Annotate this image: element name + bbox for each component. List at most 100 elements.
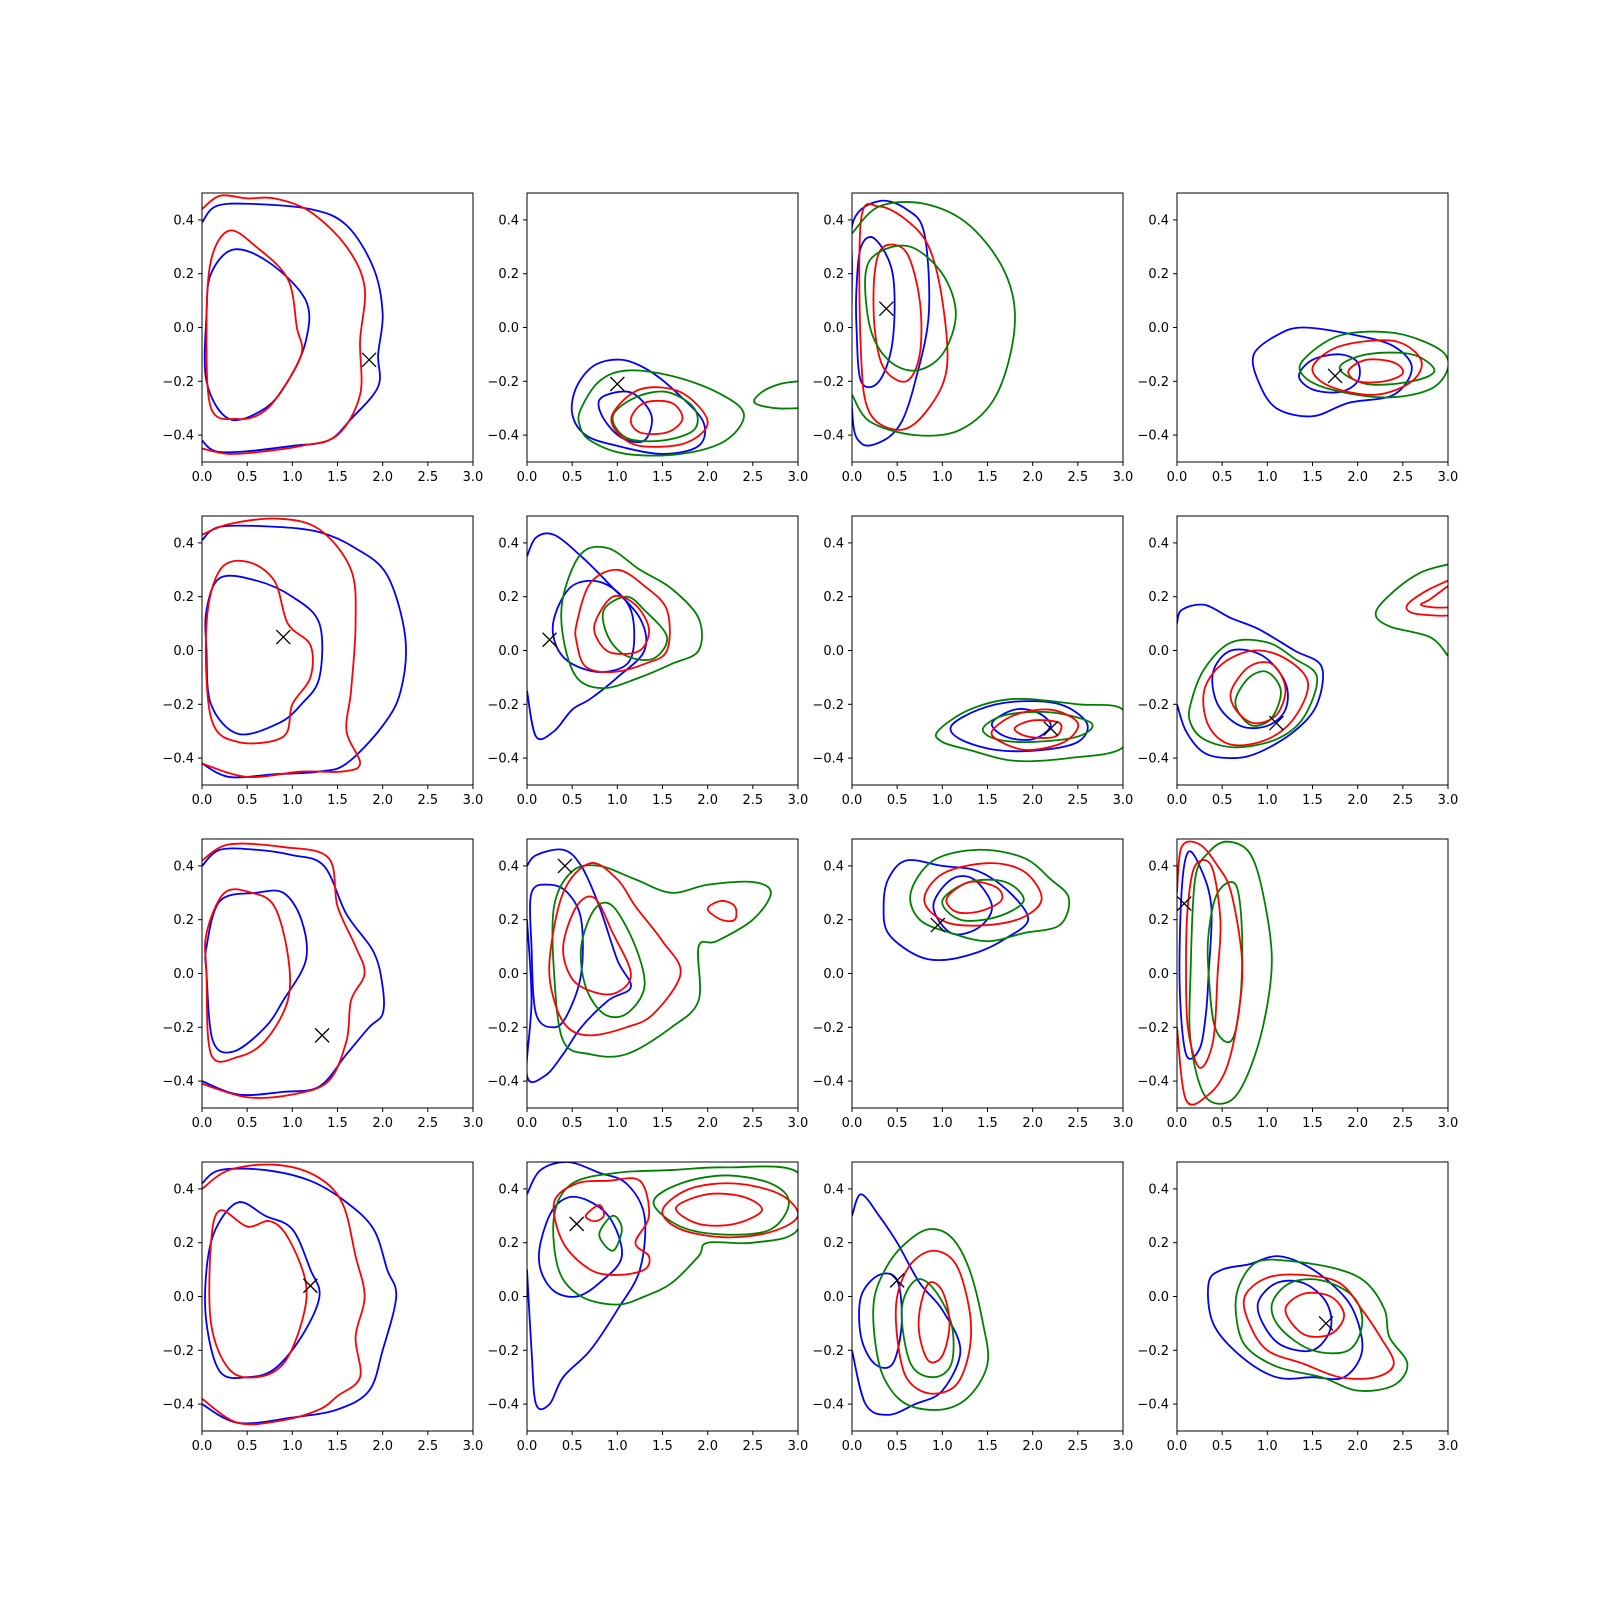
axes-frame bbox=[851, 1161, 1124, 1432]
x-marker-stroke bbox=[1177, 896, 1192, 912]
x-tick-label: 1.5 bbox=[1302, 1439, 1323, 1454]
panel-0-2: 0.0 0.5 1.0 1.5 2.0 2.5 3.0 −0.4 −0.2 0.0 0.2 0.4 bbox=[812, 192, 1133, 485]
x-marker-stroke bbox=[542, 632, 558, 648]
y-tick-label: 0.0 bbox=[823, 967, 844, 982]
x-tick-label: 3.0 bbox=[1113, 793, 1134, 808]
blue-contour bbox=[529, 883, 584, 1029]
x-marker bbox=[1043, 721, 1059, 736]
x-tick-label: 3.0 bbox=[463, 793, 484, 808]
y-tick-label: 0.2 bbox=[823, 913, 844, 928]
axes-frame bbox=[526, 838, 799, 1109]
panel-1-2: 0.0 0.5 1.0 1.5 2.0 2.5 3.0 −0.4 −0.2 0.0 0.2 0.4 bbox=[812, 515, 1134, 808]
x-tick-label: 2.0 bbox=[1022, 470, 1043, 485]
blue-contour bbox=[882, 859, 1030, 962]
y-tick-label: 0.4 bbox=[498, 213, 519, 228]
y-tick-label: 0.4 bbox=[823, 859, 844, 874]
y-tick-label: −0.2 bbox=[1137, 1344, 1169, 1359]
x-tick-label: 0.5 bbox=[562, 470, 583, 485]
green-contour bbox=[909, 848, 1071, 943]
y-tick-label: 0.4 bbox=[498, 1182, 519, 1197]
plot-area bbox=[527, 1162, 798, 1411]
x-tick-label: 1.0 bbox=[282, 1116, 303, 1131]
y-tick-label: −0.4 bbox=[1137, 752, 1169, 767]
x-tick-label: 0.0 bbox=[842, 1439, 863, 1454]
green-contour bbox=[551, 864, 772, 1058]
x-marker bbox=[1327, 368, 1343, 384]
x-tick-label: 1.0 bbox=[282, 470, 303, 485]
y-tick-label: −0.4 bbox=[812, 1398, 844, 1413]
red-contour bbox=[562, 895, 632, 996]
plot-area bbox=[570, 358, 798, 457]
x-tick-label: 0.5 bbox=[562, 793, 583, 808]
axes-frame bbox=[851, 515, 1124, 786]
y-tick-label: −0.4 bbox=[162, 752, 194, 767]
x-tick-label: 3.0 bbox=[1113, 1116, 1134, 1131]
x-tick-label: 0.5 bbox=[1212, 1116, 1233, 1131]
y-tick-label: −0.4 bbox=[162, 429, 194, 444]
y-tick-label: 0.0 bbox=[173, 321, 194, 336]
y-tick-label: 0.0 bbox=[1148, 967, 1169, 982]
green-contour bbox=[611, 390, 699, 443]
y-tick-label: −0.4 bbox=[162, 1075, 194, 1090]
red-contour bbox=[202, 194, 366, 455]
x-marker bbox=[889, 1272, 905, 1288]
x-marker-stroke bbox=[878, 301, 894, 317]
red-contour bbox=[661, 1182, 798, 1239]
y-tick-label: 0.2 bbox=[173, 1236, 194, 1251]
x-marker-stroke bbox=[1043, 721, 1059, 736]
green-contour bbox=[1374, 563, 1448, 657]
y-tick-label: −0.2 bbox=[487, 375, 519, 390]
x-tick-label: 3.0 bbox=[463, 470, 484, 485]
x-tick-label: 1.5 bbox=[652, 793, 673, 808]
red-contour bbox=[917, 1281, 951, 1364]
x-tick-label: 2.0 bbox=[697, 793, 718, 808]
x-tick-label: 2.5 bbox=[1067, 793, 1088, 808]
x-marker bbox=[542, 632, 558, 648]
x-marker bbox=[878, 301, 894, 317]
red-contour bbox=[204, 559, 314, 745]
y-tick-label: −0.2 bbox=[1137, 1021, 1169, 1036]
y-tick-label: 0.0 bbox=[173, 644, 194, 659]
x-tick-label: 1.0 bbox=[1257, 470, 1278, 485]
x-tick-label: 1.5 bbox=[327, 1439, 348, 1454]
red-contour bbox=[945, 880, 1004, 915]
axes-frame bbox=[851, 192, 1124, 463]
x-tick-label: 2.0 bbox=[1347, 1116, 1368, 1131]
x-marker bbox=[569, 1216, 585, 1232]
blue-contour bbox=[597, 390, 653, 444]
x-tick-label: 0.5 bbox=[1212, 470, 1233, 485]
x-tick-label: 2.5 bbox=[417, 1116, 438, 1131]
y-tick-label: 0.4 bbox=[173, 213, 194, 228]
y-tick-label: −0.4 bbox=[487, 752, 519, 767]
green-contour bbox=[1187, 638, 1319, 749]
x-tick-label: 2.0 bbox=[372, 793, 393, 808]
y-tick-label: −0.2 bbox=[487, 1021, 519, 1036]
red-contour bbox=[858, 203, 949, 431]
y-tick-label: 0.2 bbox=[823, 1236, 844, 1251]
green-contour bbox=[872, 1228, 990, 1411]
x-marker bbox=[1268, 715, 1284, 731]
red-contour bbox=[1013, 719, 1063, 739]
x-marker-stroke bbox=[1327, 368, 1343, 384]
y-tick-label: 0.2 bbox=[1148, 267, 1169, 282]
x-tick-label: 1.0 bbox=[607, 793, 628, 808]
green-contour bbox=[552, 1165, 798, 1306]
y-tick-label: 0.0 bbox=[173, 967, 194, 982]
y-tick-label: −0.4 bbox=[1137, 1398, 1169, 1413]
x-tick-label: 0.0 bbox=[1167, 1116, 1188, 1131]
blue-contour bbox=[527, 532, 648, 741]
red-contour bbox=[202, 1163, 366, 1426]
x-tick-label: 2.0 bbox=[1347, 793, 1368, 808]
green-contour bbox=[652, 1174, 790, 1236]
red-contour bbox=[205, 229, 304, 421]
red-contour bbox=[1284, 1291, 1346, 1338]
y-tick-label: −0.2 bbox=[487, 698, 519, 713]
red-contour bbox=[675, 1192, 763, 1227]
axes-frame bbox=[201, 192, 474, 463]
y-tick-label: 0.0 bbox=[823, 644, 844, 659]
x-tick-label: 0.5 bbox=[237, 470, 258, 485]
y-tick-label: 0.4 bbox=[1148, 1182, 1169, 1197]
x-tick-label: 2.5 bbox=[1392, 1116, 1413, 1131]
red-contour bbox=[1177, 840, 1244, 1106]
